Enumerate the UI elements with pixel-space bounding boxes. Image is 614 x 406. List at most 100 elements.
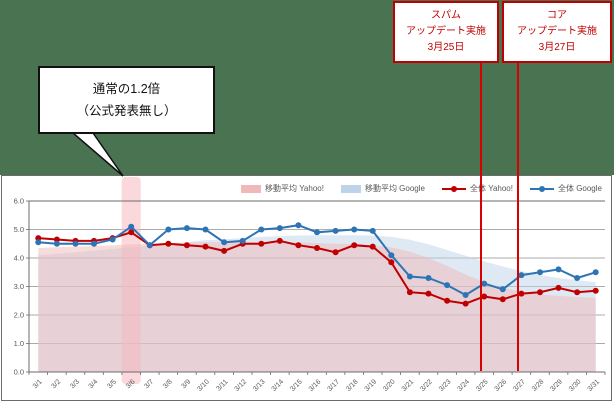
yahoo-data-point — [314, 245, 320, 251]
x-tick-label: 3/21 — [401, 378, 416, 393]
x-tick-label: 3/28 — [531, 378, 546, 393]
y-tick-label: 3.0 — [14, 282, 24, 291]
x-tick-label: 3/5 — [106, 378, 118, 390]
y-tick-label: 4.0 — [14, 254, 24, 263]
google-data-point — [72, 240, 79, 247]
yahoo-data-point — [388, 259, 395, 266]
google-data-point — [35, 239, 42, 246]
google-data-point — [258, 226, 265, 233]
x-tick-label: 3/3 — [69, 378, 81, 390]
x-tick-label: 3/23 — [438, 378, 453, 393]
google-data-point — [369, 227, 376, 234]
yahoo-data-point — [128, 229, 135, 236]
yahoo-data-point — [295, 242, 302, 249]
event-box-core-line-2: アップデート実施 — [517, 26, 597, 37]
yahoo-line-swatch — [441, 186, 466, 192]
x-tick-label: 3/25 — [475, 378, 490, 393]
yahoo-data-point — [592, 287, 599, 294]
google-data-point — [518, 272, 525, 279]
yahoo-data-point — [369, 243, 376, 250]
google-data-point — [109, 236, 116, 243]
y-tick-label: 2.0 — [14, 311, 24, 320]
x-tick-label: 3/16 — [308, 378, 323, 393]
y-tick-label: 6.0 — [14, 197, 24, 206]
chart-legend: 移動平均 Yahoo! 移動平均 Google 全体 Yahoo! 全体 Goo… — [240, 184, 602, 193]
google-data-point — [388, 252, 395, 259]
callout-annotation: 通常の1.2倍 （公式発表無し） — [38, 66, 215, 134]
google-data-point — [221, 239, 228, 246]
plot-svg: 0.0 1.0 2.0 3.0 4.0 5.0 6.0 3/1 3/2 3/3 3/4 3/5 3/6 3… — [14, 177, 606, 393]
x-tick-label: 3/10 — [196, 378, 211, 393]
x-tick-label: 3/27 — [512, 378, 527, 393]
yahoo-data-point — [221, 247, 228, 254]
google-data-point — [406, 273, 413, 280]
yahoo-data-point — [165, 240, 172, 247]
x-tick-label: 3/13 — [252, 378, 267, 393]
google-data-point — [481, 280, 488, 287]
google-data-point — [183, 225, 190, 232]
x-tick-label: 3/15 — [289, 378, 304, 393]
x-tick-label: 3/9 — [180, 378, 192, 390]
x-tick-label: 3/29 — [549, 378, 564, 393]
header-region: 通常の1.2倍 （公式発表無し） スパム アップデート実施 3月25日 コア ア… — [0, 0, 614, 177]
x-tick-label: 3/20 — [382, 378, 397, 393]
yahoo-data-point — [462, 300, 469, 307]
x-tick-label: 3/11 — [215, 378, 229, 392]
x-tick-label: 3/22 — [419, 378, 434, 393]
yahoo-data-point — [351, 242, 358, 249]
ma-yahoo-swatch — [240, 185, 261, 193]
google-data-point — [128, 223, 135, 230]
google-data-point — [332, 227, 339, 234]
google-data-point — [499, 286, 506, 293]
google-data-point — [165, 226, 172, 233]
x-tick-label: 3/6 — [125, 378, 137, 390]
x-tick-label: 3/7 — [143, 378, 155, 390]
yahoo-ma-area — [38, 242, 596, 372]
callout-tail — [70, 132, 124, 177]
event-line-mar25 — [480, 63, 482, 371]
x-tick-label: 3/31 — [587, 378, 602, 393]
yahoo-data-point — [499, 296, 506, 303]
google-data-point — [295, 222, 302, 229]
google-data-point — [91, 240, 97, 247]
x-tick-label: 3/18 — [345, 378, 360, 393]
yahoo-data-point — [518, 290, 525, 297]
yahoo-data-point — [444, 297, 451, 304]
legend-label-ma-yahoo: 移動平均 Yahoo! — [264, 184, 324, 193]
google-data-point — [351, 226, 358, 233]
legend-item-ma-yahoo: 移動平均 Yahoo! — [240, 184, 324, 193]
yahoo-data-point — [276, 237, 283, 244]
legend-label-ma-google: 移動平均 Google — [364, 184, 425, 193]
google-data-point — [53, 240, 60, 247]
google-line-swatch — [529, 186, 554, 192]
highlight-band-3-6 — [121, 177, 141, 384]
x-tick-label: 3/2 — [50, 378, 62, 390]
google-data-point — [555, 266, 562, 273]
x-tick-label: 3/26 — [494, 378, 509, 393]
google-data-point — [314, 229, 320, 236]
event-box-spam-line-1: スパム — [431, 10, 461, 21]
google-data-point — [444, 282, 451, 289]
x-tick-label: 3/1 — [32, 378, 44, 390]
google-data-point — [462, 292, 469, 298]
event-line-mar27 — [517, 63, 519, 371]
legend-item-yahoo: 全体 Yahoo! — [441, 185, 513, 193]
google-data-point — [592, 269, 599, 276]
google-data-point — [425, 275, 432, 281]
callout-line-1: 通常の1.2倍 — [92, 82, 161, 96]
google-data-point — [574, 275, 581, 281]
google-data-point — [537, 269, 543, 276]
x-tick-label: 3/14 — [271, 378, 286, 393]
chart-panel: 0.0 1.0 2.0 3.0 4.0 5.0 6.0 3/1 3/2 3/3 3/4 3/5 3/6 3… — [1, 175, 612, 401]
yahoo-data-point — [537, 289, 543, 296]
x-tick-label: 3/30 — [568, 378, 583, 393]
callout-line-2: （公式発表無し） — [76, 103, 177, 118]
yahoo-data-point — [258, 240, 265, 247]
event-box-core-update: コア アップデート実施 3月27日 — [502, 1, 612, 63]
legend-label-google: 全体 Google — [557, 184, 602, 193]
yahoo-data-point — [53, 236, 60, 243]
yahoo-data-point — [202, 243, 209, 250]
y-tick-label: 0.0 — [14, 368, 24, 377]
yahoo-data-point — [35, 235, 42, 242]
